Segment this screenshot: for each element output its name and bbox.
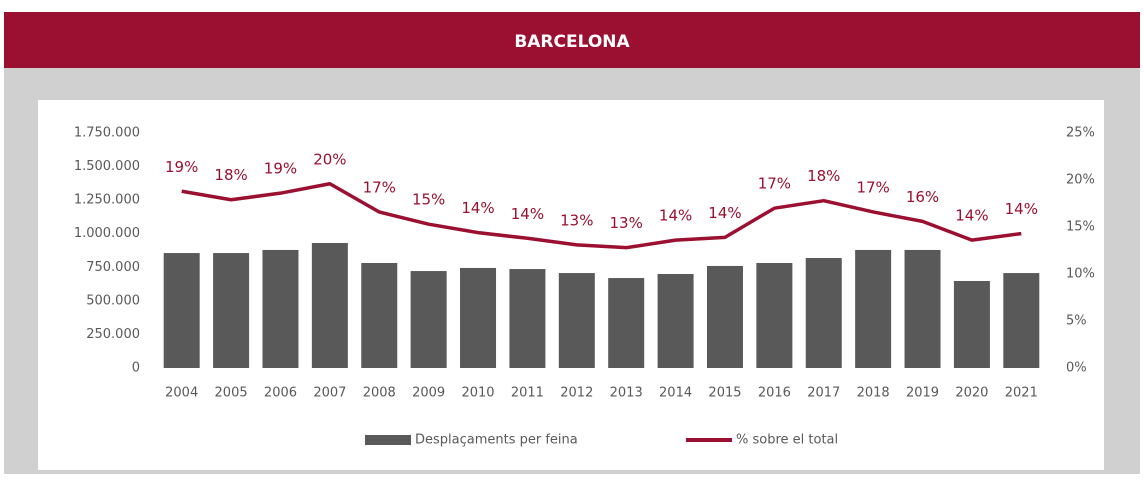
bar bbox=[904, 249, 941, 368]
y2-tick-label: 25% bbox=[1066, 126, 1095, 141]
data-label: 16% bbox=[906, 188, 939, 206]
y2-tick-label: 0% bbox=[1066, 361, 1087, 376]
chart-title: BARCELONA bbox=[514, 32, 630, 52]
data-label: 17% bbox=[758, 175, 791, 193]
x-tick-label: 2020 bbox=[955, 386, 988, 401]
data-label: 14% bbox=[1005, 200, 1038, 218]
bar bbox=[1003, 273, 1040, 368]
bar bbox=[213, 253, 250, 368]
y-tick-label: 500.000 bbox=[86, 293, 140, 308]
data-label: 14% bbox=[955, 207, 988, 225]
data-label: 19% bbox=[165, 158, 198, 176]
data-label: 13% bbox=[560, 211, 593, 229]
data-label: 17% bbox=[363, 178, 396, 196]
y2-tick-label: 5% bbox=[1066, 314, 1087, 329]
data-label: 18% bbox=[214, 166, 247, 184]
y2-tick-label: 20% bbox=[1066, 173, 1095, 188]
legend-label: % sobre el total bbox=[736, 433, 838, 448]
data-label: 14% bbox=[461, 199, 494, 217]
line bbox=[181, 182, 1022, 250]
y-tick-label: 1.250.000 bbox=[74, 193, 140, 208]
x-tick-label: 2010 bbox=[461, 386, 494, 401]
bar bbox=[460, 267, 497, 368]
y-tick-label: 750.000 bbox=[86, 260, 140, 275]
y-tick-label: 1.750.000 bbox=[74, 126, 140, 141]
x-tick-label: 2005 bbox=[215, 386, 248, 401]
data-label: 14% bbox=[708, 204, 741, 222]
header bbox=[4, 12, 1140, 68]
x-tick-label: 2016 bbox=[758, 386, 791, 401]
x-tick-label: 2008 bbox=[363, 386, 396, 401]
legend-label: Desplaçaments per feina bbox=[415, 433, 578, 448]
y2-tick-label: 15% bbox=[1066, 220, 1095, 235]
data-label: 14% bbox=[659, 207, 692, 225]
x-tick-label: 2021 bbox=[1005, 386, 1038, 401]
x-tick-label: 2019 bbox=[906, 386, 939, 401]
bar bbox=[805, 258, 842, 368]
data-label: 14% bbox=[511, 205, 544, 223]
bar bbox=[262, 249, 299, 368]
x-tick-label: 2014 bbox=[659, 386, 692, 401]
data-label: 15% bbox=[412, 191, 445, 209]
x-tick-label: 2017 bbox=[807, 386, 840, 401]
y-tick-label: 0 bbox=[132, 361, 140, 376]
data-label: 13% bbox=[610, 214, 643, 232]
y2-tick-label: 10% bbox=[1066, 267, 1095, 282]
data-label: 17% bbox=[856, 178, 889, 196]
bar bbox=[509, 269, 546, 368]
bar bbox=[163, 253, 200, 368]
bar bbox=[855, 249, 892, 368]
bar bbox=[311, 242, 348, 368]
x-tick-label: 2012 bbox=[560, 386, 593, 401]
x-tick-label: 2004 bbox=[165, 386, 198, 401]
data-label: 19% bbox=[264, 160, 297, 178]
x-tick-label: 2013 bbox=[610, 386, 643, 401]
x-tick-label: 2007 bbox=[313, 386, 346, 401]
y-tick-label: 1.500.000 bbox=[74, 159, 140, 174]
bar bbox=[706, 265, 743, 368]
x-tick-label: 2009 bbox=[412, 386, 445, 401]
data-label: 18% bbox=[807, 167, 840, 185]
y-tick-label: 1.000.000 bbox=[74, 226, 140, 241]
y-tick-label: 250.000 bbox=[86, 327, 140, 342]
bar bbox=[361, 262, 398, 368]
data-label: 20% bbox=[313, 150, 346, 168]
bar bbox=[558, 273, 595, 368]
x-tick-label: 2018 bbox=[857, 386, 890, 401]
bar bbox=[953, 280, 990, 368]
bar bbox=[410, 271, 447, 368]
bar bbox=[756, 262, 793, 368]
bar bbox=[608, 278, 645, 368]
x-tick-label: 2015 bbox=[708, 386, 741, 401]
bar bbox=[657, 274, 694, 368]
x-tick-label: 2006 bbox=[264, 386, 297, 401]
legend-swatch bbox=[365, 435, 411, 445]
x-tick-label: 2011 bbox=[511, 386, 544, 401]
